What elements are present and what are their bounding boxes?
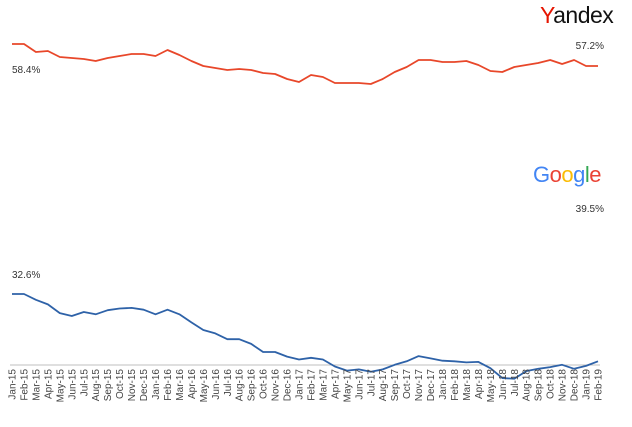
yandex-logo-rest: andex [553, 2, 614, 28]
x-tick-label: Sep-16 [247, 369, 258, 402]
google-logo-letter: o [549, 162, 562, 187]
x-tick-label: Feb-19 [594, 369, 605, 401]
last-value-label: 39.5% [576, 204, 604, 215]
x-tick-labels: Jan-15 Feb-15 Mar-15 Apr-15 May-15 Jun-15 Jul-… [8, 369, 605, 403]
x-tick-label: Dec-17 [426, 369, 437, 402]
data-labels: 58.4% 57.2% 32.6% 39.5% [12, 41, 604, 281]
x-tick-label: Sep-15 [103, 369, 114, 402]
x-tick-label: Feb-18 [450, 369, 461, 401]
x-tick-label: Nov-16 [271, 369, 282, 402]
lower-series-line [12, 293, 599, 380]
x-tick-label: Jun-15 [67, 369, 78, 400]
x-tick-label: Jul-15 [79, 369, 90, 397]
plot-area [12, 43, 599, 380]
x-tick-label: Aug-17 [378, 369, 389, 402]
google-logo-letter: l [584, 162, 590, 187]
google-logo-letter: o [561, 162, 574, 187]
x-tick-label: Feb-16 [163, 369, 174, 401]
x-tick-label: Apr-15 [43, 369, 54, 399]
x-tick-label: May-18 [486, 369, 497, 403]
x-tick-label: Mar-18 [462, 369, 473, 401]
x-tick-label: Dec-18 [570, 369, 581, 402]
x-tick-label: May-15 [55, 369, 66, 403]
x-tick-label: Oct-17 [402, 369, 413, 399]
x-tick-label: Dec-16 [283, 369, 294, 402]
x-tick-label: Apr-18 [474, 369, 485, 399]
x-tick-label: Jun-16 [211, 369, 222, 400]
x-tick-label: Mar-16 [175, 369, 186, 401]
x-tick-label: Jan-19 [582, 369, 593, 400]
x-tick-label: Aug-16 [235, 369, 246, 402]
x-tick-label: Nov-18 [558, 369, 569, 402]
x-tick-label: Jan-18 [438, 369, 449, 400]
x-tick-label: Jul-18 [510, 369, 521, 397]
x-tick-label: Jun-17 [354, 369, 365, 400]
google-logo: Google [533, 162, 602, 188]
last-value-label: 57.2% [576, 41, 604, 52]
x-tick-label: Aug-15 [91, 369, 102, 402]
x-tick-label: Jan-15 [8, 369, 19, 400]
x-tick-label: Sep-18 [534, 369, 545, 402]
x-tick-label: May-17 [342, 369, 353, 403]
x-tick-label: Jan-17 [295, 369, 306, 400]
x-tick-label: Oct-15 [115, 369, 126, 399]
x-tick-label: Aug-18 [522, 369, 533, 402]
google-logo-letter: g [573, 162, 585, 187]
yandex-logo: Yandex [540, 2, 614, 29]
x-tick-label: May-16 [199, 369, 210, 403]
x-tick-label: Jan-16 [151, 369, 162, 400]
x-tick-label: Dec-15 [139, 369, 150, 402]
x-tick-label: Mar-17 [318, 369, 329, 401]
x-tick-label: Oct-18 [546, 369, 557, 399]
x-tick-label: Nov-15 [127, 369, 138, 402]
x-tick-label: Feb-17 [306, 369, 317, 401]
first-value-label: 32.6% [12, 270, 40, 281]
first-value-label: 58.4% [12, 65, 40, 76]
x-tick-label: Apr-17 [330, 369, 341, 399]
x-tick-label: Mar-15 [31, 369, 42, 401]
x-tick-label: Feb-15 [19, 369, 30, 401]
yandex-logo-initial: Y [540, 2, 554, 28]
x-tick-label: Nov-17 [414, 369, 425, 402]
google-logo-letter: e [589, 162, 602, 187]
x-tick-label: Apr-16 [187, 369, 198, 399]
x-tick-label: Jul-16 [223, 369, 234, 397]
upper-series-line [12, 43, 598, 85]
x-tick-label: Sep-17 [390, 369, 401, 402]
google-logo-letter: G [533, 162, 550, 187]
x-tick-label: Jul-17 [366, 369, 377, 397]
x-tick-label: Oct-16 [259, 369, 270, 399]
x-tick-label: Jun-18 [498, 369, 509, 400]
